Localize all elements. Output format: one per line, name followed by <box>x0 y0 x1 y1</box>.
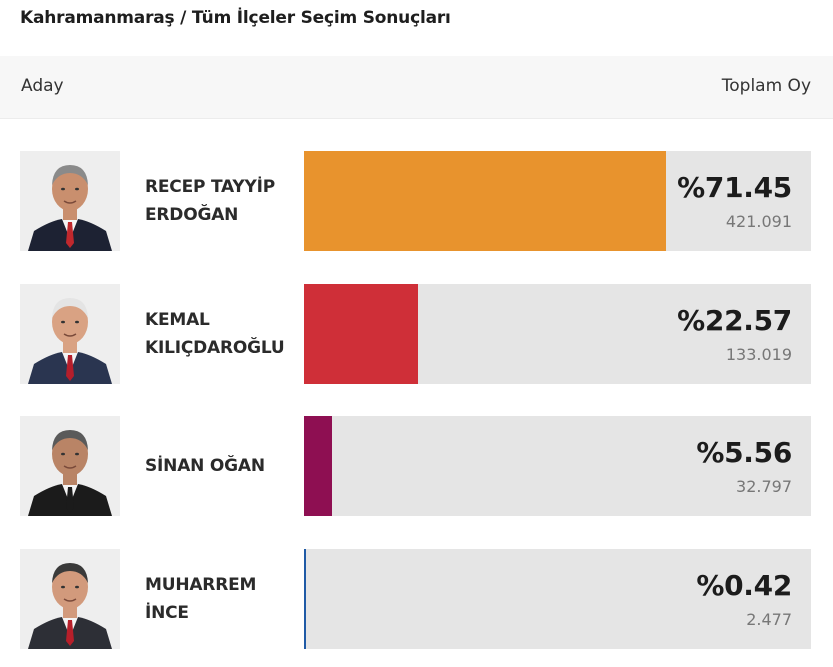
candidate-name: SİNAN OĞAN <box>145 416 295 516</box>
candidate-name-line1: SİNAN OĞAN <box>145 456 265 476</box>
vote-count: 32.797 <box>736 477 792 496</box>
candidate-name: KEMAL KILIÇDAROĞLU <box>145 284 295 384</box>
candidate-photo <box>20 416 120 516</box>
avatar <box>20 284 120 384</box>
vote-share-bar-fill <box>304 549 307 649</box>
vote-share-bar: %0.42 2.477 <box>304 549 811 649</box>
vote-count: 421.091 <box>725 212 792 231</box>
candidate-row: RECEP TAYYİP ERDOĞAN %71.45 421.091 <box>0 151 833 251</box>
column-header-candidate: Aday <box>21 76 64 96</box>
candidate-row: KEMAL KILIÇDAROĞLU %22.57 133.019 <box>0 284 833 384</box>
vote-count: 133.019 <box>725 345 792 364</box>
column-header-total-votes: Toplam Oy <box>721 76 811 96</box>
candidate-name-line2: ERDOĞAN <box>145 205 239 225</box>
vote-share-bar: %5.56 32.797 <box>304 416 811 516</box>
candidate-name-line2: İNCE <box>145 603 189 623</box>
vote-percentage: %5.56 <box>696 436 792 469</box>
vote-share-bar-fill <box>304 416 333 516</box>
vote-share-bar-fill <box>304 284 419 384</box>
candidate-name-line1: KEMAL <box>145 310 210 330</box>
avatar <box>20 549 120 649</box>
vote-count: 2.477 <box>746 610 792 629</box>
avatar <box>20 416 120 516</box>
candidate-name-line1: MUHARREM <box>145 575 257 595</box>
candidate-photo <box>20 151 120 251</box>
candidate-row: MUHARREM İNCE %0.42 2.477 <box>0 549 833 649</box>
candidate-name: MUHARREM İNCE <box>145 549 295 649</box>
vote-share-bar: %71.45 421.091 <box>304 151 811 251</box>
table-header: Aday Toplam Oy <box>0 56 833 119</box>
candidate-photo <box>20 284 120 384</box>
avatar <box>20 151 120 251</box>
candidate-row: SİNAN OĞAN %5.56 32.797 <box>0 416 833 516</box>
vote-percentage: %71.45 <box>677 171 792 204</box>
vote-percentage: %22.57 <box>677 304 792 337</box>
candidate-name: RECEP TAYYİP ERDOĞAN <box>145 151 295 251</box>
vote-percentage: %0.42 <box>696 569 792 602</box>
vote-share-bar: %22.57 133.019 <box>304 284 811 384</box>
candidate-photo <box>20 549 120 649</box>
candidate-name-line2: KILIÇDAROĞLU <box>145 338 285 358</box>
candidate-name-line1: RECEP TAYYİP <box>145 177 275 197</box>
page-title: Kahramanmaraş / Tüm İlçeler Seçim Sonuçl… <box>20 8 451 28</box>
vote-share-bar-fill <box>304 151 667 251</box>
